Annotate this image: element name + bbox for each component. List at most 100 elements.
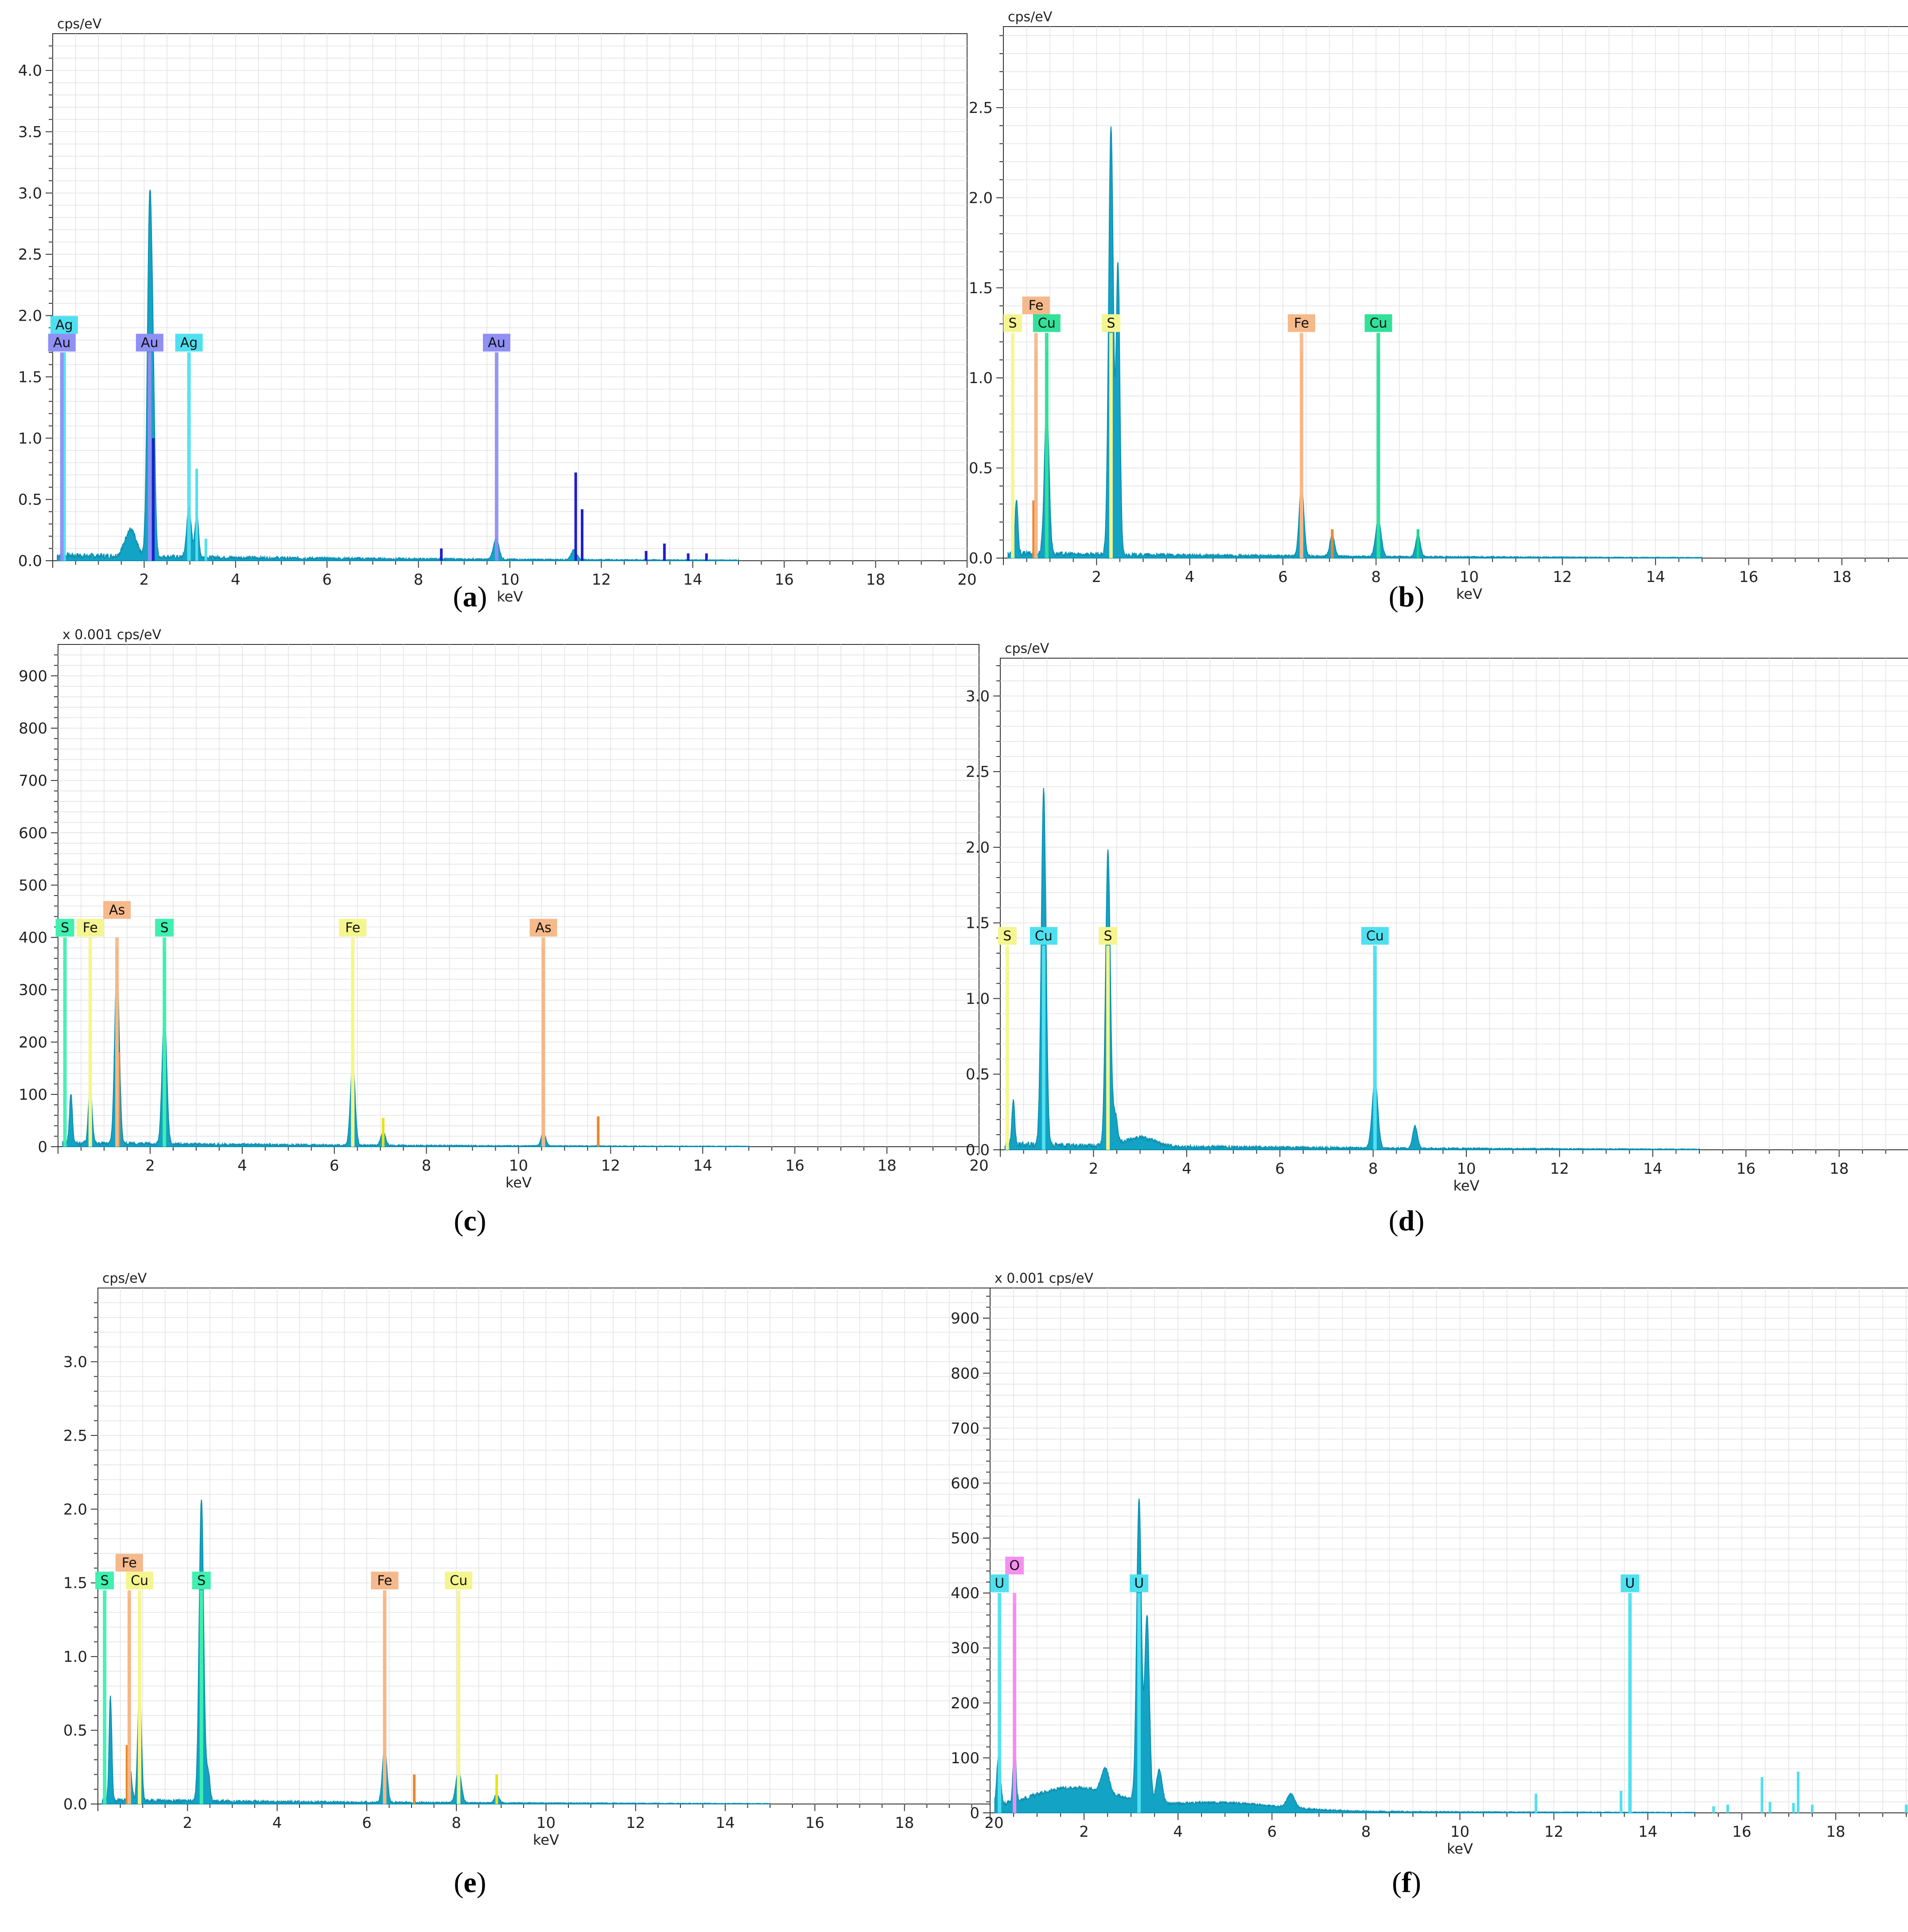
x-tick-label: 14 <box>1643 1160 1662 1178</box>
element-line <box>1760 1777 1764 1813</box>
marker-label: Fe <box>83 920 98 936</box>
x-tick-label: 14 <box>1646 568 1665 586</box>
y-tick-label: 900 <box>951 1310 979 1327</box>
marker-label: Au <box>53 335 71 351</box>
x-tick-label: 18 <box>1832 568 1851 586</box>
spectrum-chart-b: SFeCuSFeCu24681012141618200.00.51.01.52.… <box>969 9 1908 602</box>
y-tick-label: 1.5 <box>63 1575 87 1592</box>
y-tick-label: 1.5 <box>969 279 993 297</box>
x-tick-label: 18 <box>1830 1160 1849 1178</box>
x-axis-label: keV <box>497 588 523 605</box>
x-tick-label: 2 <box>183 1814 192 1832</box>
element-line <box>1792 1803 1795 1813</box>
y-tick-label: 1.5 <box>18 369 42 386</box>
x-tick-label: 8 <box>422 1157 431 1175</box>
x-tick-label: 18 <box>877 1157 896 1175</box>
y-tick-label: 300 <box>951 1640 979 1657</box>
spectrum-panel-e: S Fe Cu S Fe Cu 2 4 6 8 10 12 14 16 18 20 0.0 0.5 1.0 1.5 2.… <box>0 1271 1004 1932</box>
marker-label-box <box>445 1571 473 1590</box>
marker-label-box <box>103 901 131 919</box>
x-axis-label: keV <box>533 1831 559 1848</box>
x-axis-label: keV <box>1456 586 1482 602</box>
marker-label: S <box>61 920 69 936</box>
caption-d-letter: d <box>1398 1205 1415 1237</box>
y-tick-label: 0.5 <box>18 491 42 509</box>
spectrum-panel-c: S Fe As S Fe As 2 4 6 8 10 12 14 16 18 20 0 100 200 300 400 5… <box>0 627 989 1288</box>
element-line <box>125 1745 128 1804</box>
x-tick-label: 14 <box>715 1814 734 1832</box>
element-line <box>1331 529 1334 558</box>
x-tick-label: 6 <box>330 1157 339 1175</box>
marker-label-box <box>1287 314 1315 332</box>
x-tick-label: 4 <box>1173 1823 1183 1841</box>
y-tick-label: 2.5 <box>969 99 993 117</box>
marker-label: Fe <box>1294 316 1309 331</box>
marker-line <box>62 352 66 561</box>
x-tick-label: 12 <box>1550 1160 1569 1178</box>
y-tick-label: 2.0 <box>63 1501 87 1518</box>
x-tick-label: 8 <box>1361 1823 1371 1841</box>
x-tick-label: 10 <box>536 1814 556 1832</box>
element-line <box>1904 1804 1908 1813</box>
marker-line <box>1109 333 1113 558</box>
spectrum-panel-a: Ag Au Au Ag Au 2 4 6 8 10 12 14 16 18 20 0.0 0.5 1.0 1.5 2.… <box>0 0 977 644</box>
marker-label: S <box>1003 928 1011 944</box>
x-tick-label: 14 <box>1638 1823 1657 1841</box>
plot-area <box>1000 658 1908 1150</box>
marker-line <box>351 937 355 1147</box>
element-line <box>381 1118 385 1147</box>
x-tick-label: 4 <box>272 1814 282 1832</box>
x-tick-label: 8 <box>1371 568 1381 586</box>
spectrum-chart-f: UOUU246810121416182001002003004005006007… <box>951 1271 1908 1857</box>
y-tick-label: 500 <box>19 877 47 894</box>
x-tick-label: 2 <box>1092 568 1101 586</box>
x-tick-label: 2 <box>145 1157 155 1175</box>
element-line <box>645 551 648 561</box>
x-tick-label: 6 <box>322 571 332 589</box>
spectrum-series <box>62 966 750 1148</box>
marker-label: Fe <box>122 1555 137 1571</box>
marker-label: U <box>1134 1576 1144 1591</box>
y-tick-label: 600 <box>19 824 47 842</box>
grid <box>98 1288 994 1804</box>
x-tick-label: 14 <box>683 571 702 589</box>
marker-label-box <box>95 1571 114 1590</box>
marker-label-box <box>1099 927 1118 945</box>
element-line <box>413 1774 416 1804</box>
unit-label: cps/eV <box>1008 9 1053 25</box>
marker-label-box <box>1620 1574 1640 1592</box>
y-tick-label: 1.0 <box>18 430 42 447</box>
element-line <box>597 1116 600 1147</box>
marker-label-box <box>990 1574 1009 1592</box>
element-line <box>1416 529 1419 558</box>
spectrum-series <box>1007 126 1703 559</box>
x-tick-label: 10 <box>1460 568 1479 586</box>
x-tick-label: 12 <box>1544 1823 1563 1841</box>
marker-label: O <box>1009 1558 1020 1574</box>
y-tick-label: 3.0 <box>18 185 42 202</box>
x-tick-label: 16 <box>775 571 794 589</box>
marker-line <box>1005 945 1009 1150</box>
y-tick-label: 4.0 <box>18 62 42 80</box>
marker-line <box>138 1590 142 1804</box>
x-tick-label: 4 <box>237 1157 247 1175</box>
marker-line <box>383 1590 387 1804</box>
unit-label: cps/eV <box>1005 641 1049 656</box>
spectrum-series <box>1004 788 1700 1151</box>
x-tick-label: 16 <box>1739 568 1758 586</box>
element-line <box>581 509 584 561</box>
x-tick-label: 16 <box>805 1814 824 1832</box>
y-tick-label: 0.0 <box>969 550 993 567</box>
x-tick-label: 18 <box>1826 1823 1845 1841</box>
marker-label-box <box>155 919 174 937</box>
spectrum-series <box>994 1498 1695 1814</box>
y-tick-label: 200 <box>19 1034 47 1051</box>
caption-c-letter: c <box>463 1205 477 1237</box>
marker-label: Fe <box>377 1573 392 1588</box>
y-tick-label: 1.5 <box>966 915 990 932</box>
marker-line <box>1106 945 1110 1150</box>
marker-label: S <box>1104 928 1112 944</box>
x-tick-label: 6 <box>1267 1823 1277 1841</box>
element-line <box>195 469 198 561</box>
unit-label: cps/eV <box>102 1271 147 1286</box>
